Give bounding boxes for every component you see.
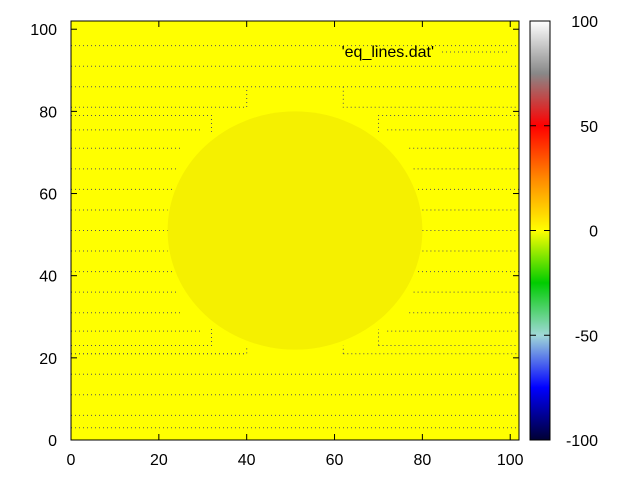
colorbar-tick-label: 0 <box>589 224 598 241</box>
x-tick-label: 20 <box>150 452 168 469</box>
plot-border <box>70 20 520 441</box>
x-axis: 0 20 40 60 80 100 <box>67 21 524 469</box>
equipotential-line <box>71 329 212 346</box>
colorbar-tick-label: -50 <box>575 328 598 345</box>
x-tick-label: 80 <box>413 452 431 469</box>
x-tick-label: 60 <box>326 452 344 469</box>
colorbar-tick-label: 50 <box>580 119 598 136</box>
equipotential-line <box>342 86 519 108</box>
legend-entry: 'eq_lines.dat' <box>342 44 434 61</box>
heatmap-inner-region <box>167 111 423 350</box>
plot-area <box>70 20 520 441</box>
y-tick-label: 0 <box>48 433 57 450</box>
y-tick-label: 20 <box>39 351 57 368</box>
y-tick-label: 40 <box>39 269 57 286</box>
y-tick-label: 60 <box>39 187 57 204</box>
colorbar-tick-label: 100 <box>571 14 598 31</box>
x-tick-label: 40 <box>238 452 256 469</box>
equipotential-line <box>71 115 212 132</box>
x-tick-label: 0 <box>67 452 76 469</box>
equipotential-line <box>378 115 519 132</box>
colorbar: -100 -50 0 50 100 <box>529 14 598 450</box>
colorbar-tick-label: -100 <box>566 433 598 450</box>
y-tick-label: 80 <box>39 104 57 121</box>
y-axis: 0 20 40 60 80 100 <box>30 22 519 450</box>
y-tick-label: 100 <box>30 22 57 39</box>
x-tick-label: 100 <box>497 452 524 469</box>
